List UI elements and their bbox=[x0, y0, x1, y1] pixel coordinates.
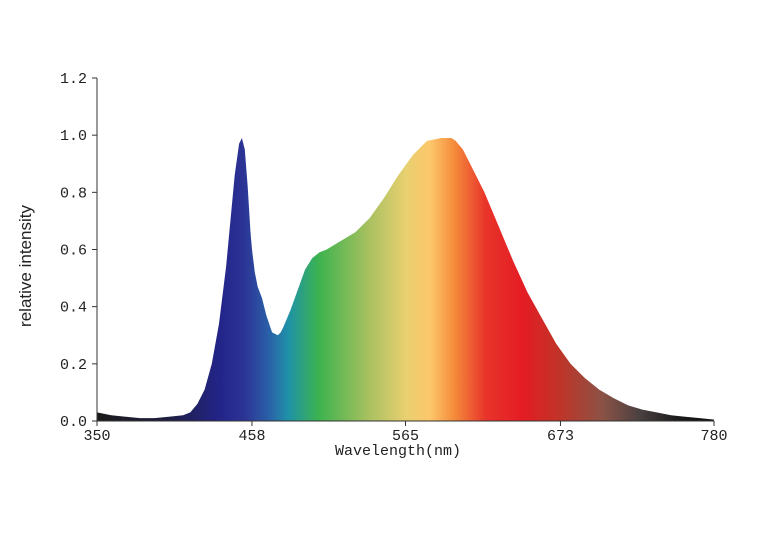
x-tick-label: 780 bbox=[700, 428, 727, 445]
y-axis-title: relative intensity bbox=[16, 205, 35, 327]
y-tick-label: 0.4 bbox=[60, 300, 87, 317]
y-tick-label: 1.2 bbox=[60, 71, 87, 88]
spectrum-area bbox=[97, 138, 714, 421]
y-tick-label: 0.2 bbox=[60, 357, 87, 374]
plot-area bbox=[97, 138, 714, 421]
y-tick-label: 1.0 bbox=[60, 128, 87, 145]
x-tick-label: 673 bbox=[547, 428, 574, 445]
x-ticks: 350 458 565 673 780 bbox=[83, 421, 728, 445]
x-axis-title: Wavelength(nm) bbox=[335, 443, 461, 460]
x-tick-label: 565 bbox=[392, 428, 419, 445]
x-tick-label: 458 bbox=[238, 428, 265, 445]
y-tick-label: 0.6 bbox=[60, 243, 87, 260]
y-ticks: 0.0 0.2 0.4 0.6 0.8 1.0 1.2 bbox=[60, 71, 97, 431]
y-tick-label: 0.0 bbox=[60, 414, 87, 431]
y-tick-label: 0.8 bbox=[60, 185, 87, 202]
x-tick-label: 350 bbox=[83, 428, 110, 445]
